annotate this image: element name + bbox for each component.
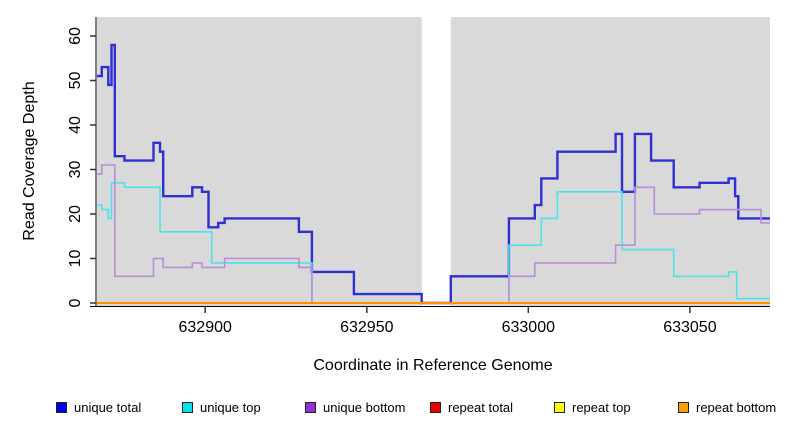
y-tick-label: 10 <box>67 250 84 268</box>
y-tick-label: 30 <box>67 161 84 179</box>
x-tick-label: 632900 <box>179 319 232 336</box>
y-tick-label: 50 <box>67 72 84 90</box>
series-line-unique-total <box>97 43 770 305</box>
y-axis-title: Read Coverage Depth <box>21 81 38 241</box>
x-tick-label: 633050 <box>663 319 716 336</box>
series-line-unique-bottom <box>97 164 770 304</box>
x-tick-label: 632950 <box>340 319 393 336</box>
y-tick-label: 60 <box>67 27 84 45</box>
y-tick-label: 40 <box>67 116 84 134</box>
x-tick-label: 633000 <box>502 319 555 336</box>
x-axis-title: Coordinate in Reference Genome <box>313 357 553 374</box>
y-tick-label: 20 <box>67 205 84 223</box>
masked-gap-band <box>421 17 451 306</box>
y-tick-label: 0 <box>67 298 84 307</box>
